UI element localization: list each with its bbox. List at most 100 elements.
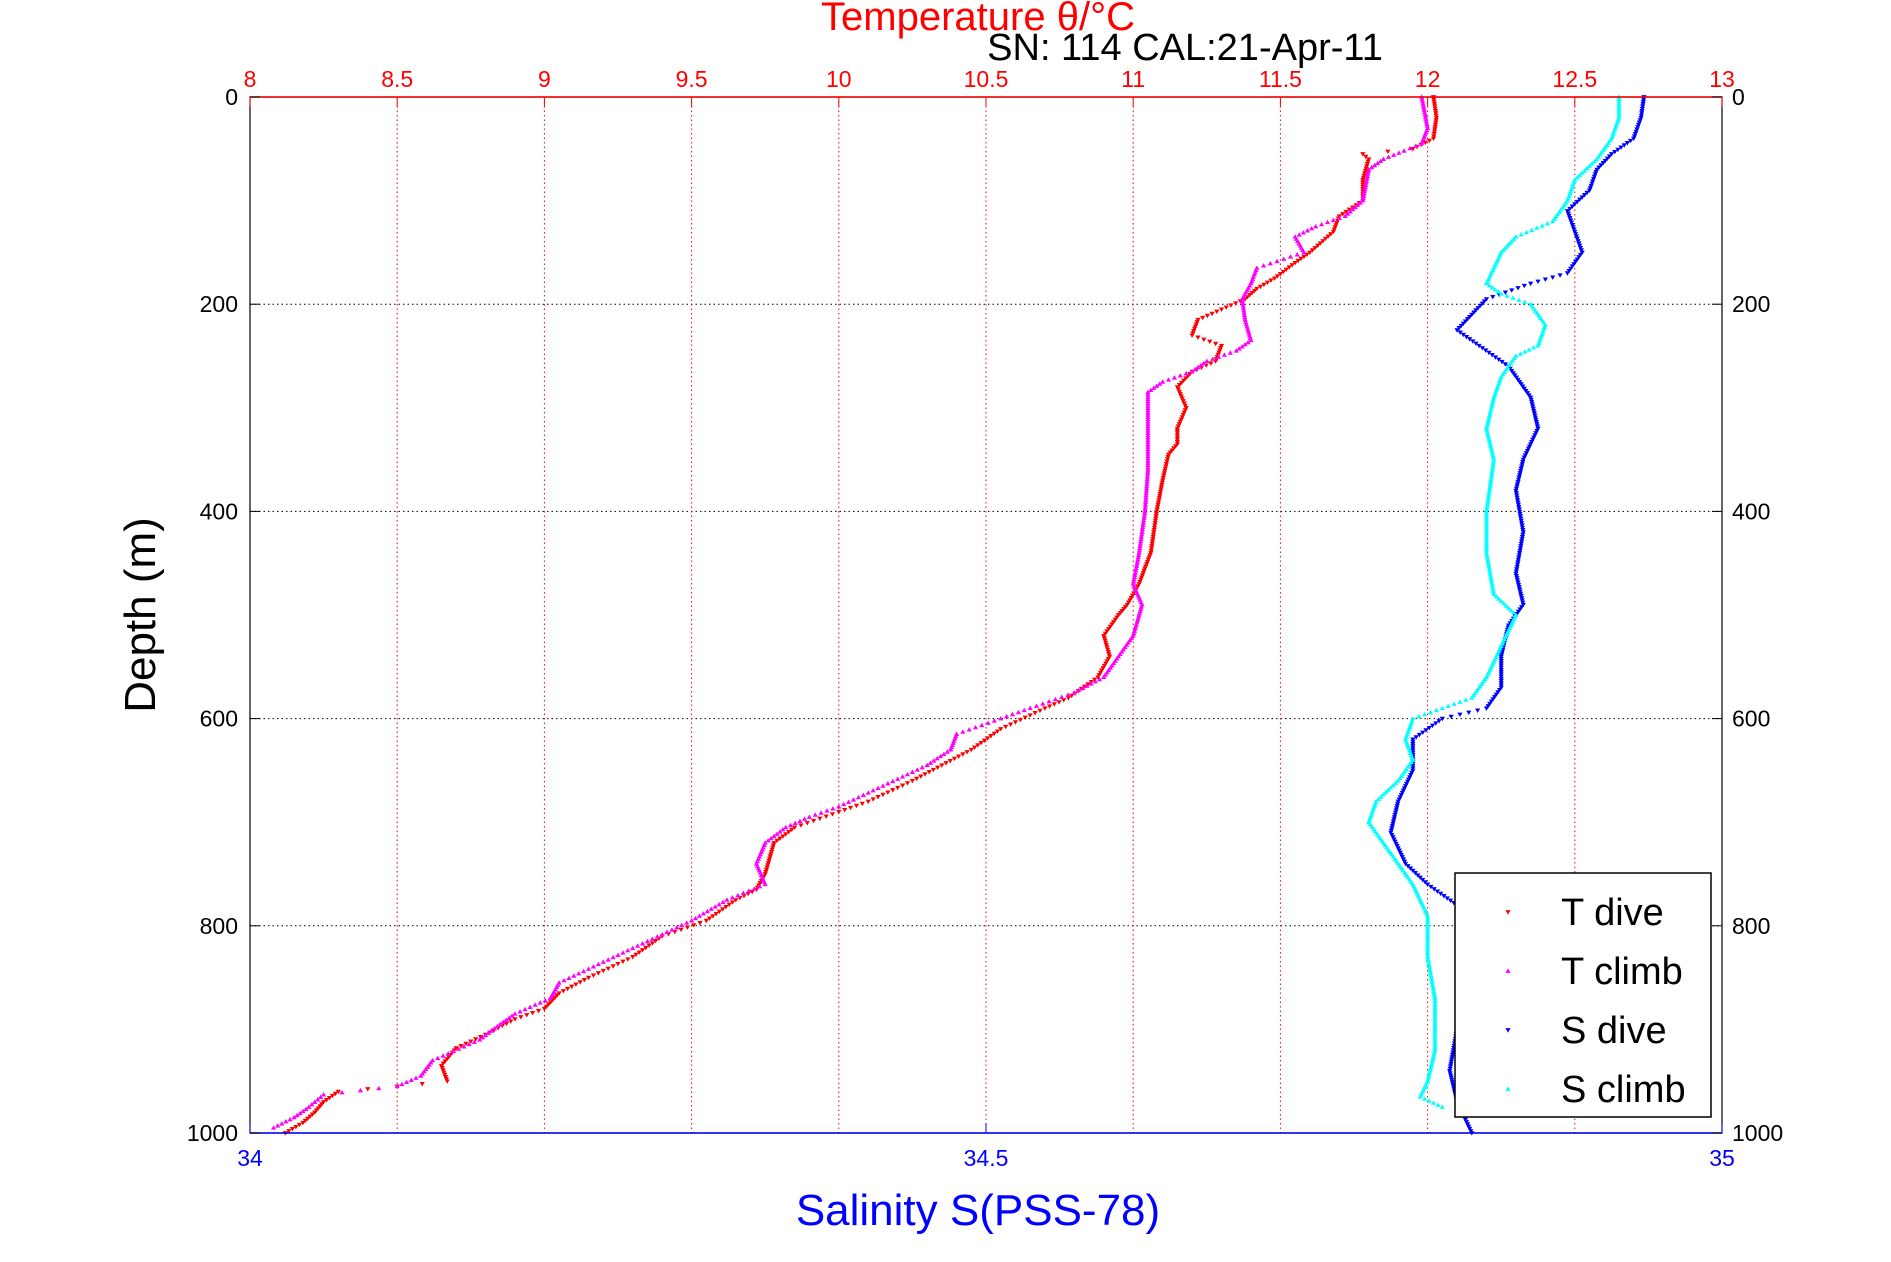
data-point: [357, 1087, 363, 1093]
data-point: [1410, 868, 1416, 874]
data-point: [1174, 437, 1180, 443]
depth-tick-label-left: 600: [200, 706, 238, 732]
data-point: [595, 971, 601, 976]
data-point: [1432, 1015, 1438, 1021]
data-point: [1431, 887, 1437, 892]
data-point: [1409, 770, 1415, 776]
data-point: [1246, 330, 1252, 336]
data-point: [1488, 577, 1494, 583]
data-point: [1484, 504, 1490, 509]
data-point: [1194, 320, 1200, 325]
data-point: [729, 895, 735, 900]
data-point: [1485, 495, 1491, 500]
data-point: [1347, 209, 1353, 214]
data-point: [1193, 322, 1199, 327]
data-point: [1331, 227, 1337, 233]
data-point: [1515, 557, 1521, 563]
data-point: [1432, 1020, 1438, 1025]
data-point: [1143, 564, 1149, 569]
data-point: [1439, 716, 1445, 722]
data-point: [1174, 433, 1180, 438]
data-point: [1427, 1069, 1433, 1075]
data-point: [1198, 362, 1204, 368]
data-point: [691, 923, 697, 928]
data-point: [287, 1116, 293, 1122]
data-point: [1515, 560, 1521, 565]
data-point: [1575, 239, 1581, 244]
data-point: [509, 1013, 515, 1018]
data-point: [771, 833, 777, 839]
data-point: [1385, 787, 1391, 792]
data-point: [296, 1122, 303, 1128]
data-point: [1393, 841, 1399, 847]
data-point: [729, 900, 736, 905]
data-point: [1129, 593, 1136, 599]
temperature-tick-label: 10: [826, 66, 852, 92]
data-point: [1486, 493, 1492, 498]
data-point: [1635, 122, 1642, 128]
data-point: [1158, 485, 1164, 490]
data-point: [1488, 475, 1494, 480]
data-point: [1134, 561, 1140, 566]
data-point: [279, 1121, 285, 1126]
data-point: [1149, 541, 1155, 547]
data-point: [571, 973, 577, 978]
data-point: [1366, 166, 1372, 172]
data-point: [1432, 122, 1439, 128]
data-point: [1589, 181, 1595, 186]
data-point: [1178, 380, 1185, 386]
data-point: [1061, 698, 1067, 703]
data-point: [1420, 730, 1426, 736]
data-point: [1160, 476, 1166, 481]
data-point: [1517, 473, 1523, 478]
data-point: [823, 814, 829, 819]
data-point: [1139, 529, 1145, 534]
data-point: [1486, 282, 1493, 288]
data-point: [1405, 779, 1411, 785]
data-point: [1615, 147, 1621, 153]
data-point: [1498, 679, 1504, 684]
data-point: [1438, 891, 1444, 897]
data-point: [590, 964, 597, 969]
data-point: [1616, 99, 1622, 104]
data-point: [1429, 979, 1435, 985]
data-point: [1517, 607, 1523, 612]
data-point: [1573, 232, 1579, 237]
data-point: [1529, 402, 1535, 407]
data-point: [1502, 245, 1509, 250]
data-point: [1513, 491, 1519, 496]
data-point: [1458, 323, 1464, 329]
data-point: [463, 1041, 469, 1047]
data-point: [1514, 564, 1520, 570]
data-point: [1332, 225, 1338, 230]
data-point: [1431, 132, 1437, 137]
data-point: [1514, 567, 1520, 572]
data-point: [1573, 259, 1579, 265]
data-point: [1509, 288, 1515, 293]
data-point: [1389, 826, 1395, 831]
data-point: [1493, 692, 1499, 698]
data-point: [1150, 537, 1156, 542]
data-point: [1101, 663, 1108, 669]
data-point: [1156, 498, 1162, 503]
data-point: [1429, 1058, 1435, 1064]
data-point: [1514, 578, 1521, 583]
data-point: [1496, 596, 1502, 601]
data-point: [1149, 539, 1156, 544]
data-point: [1484, 506, 1490, 511]
legend-label: S dive: [1561, 1010, 1667, 1052]
data-point: [1531, 408, 1537, 414]
data-point: [1514, 498, 1521, 503]
data-point: [1498, 665, 1504, 671]
data-point: [1138, 534, 1144, 539]
data-point: [1241, 310, 1247, 315]
data-point: [1343, 209, 1349, 215]
data-point: [1483, 538, 1490, 544]
data-point: [716, 901, 722, 907]
data-point: [1161, 473, 1167, 479]
data-point: [1228, 303, 1234, 308]
data-point: [818, 810, 824, 815]
data-point: [1391, 837, 1397, 842]
data-point: [440, 1053, 446, 1058]
depth-tick-label-right: 1000: [1732, 1120, 1783, 1146]
